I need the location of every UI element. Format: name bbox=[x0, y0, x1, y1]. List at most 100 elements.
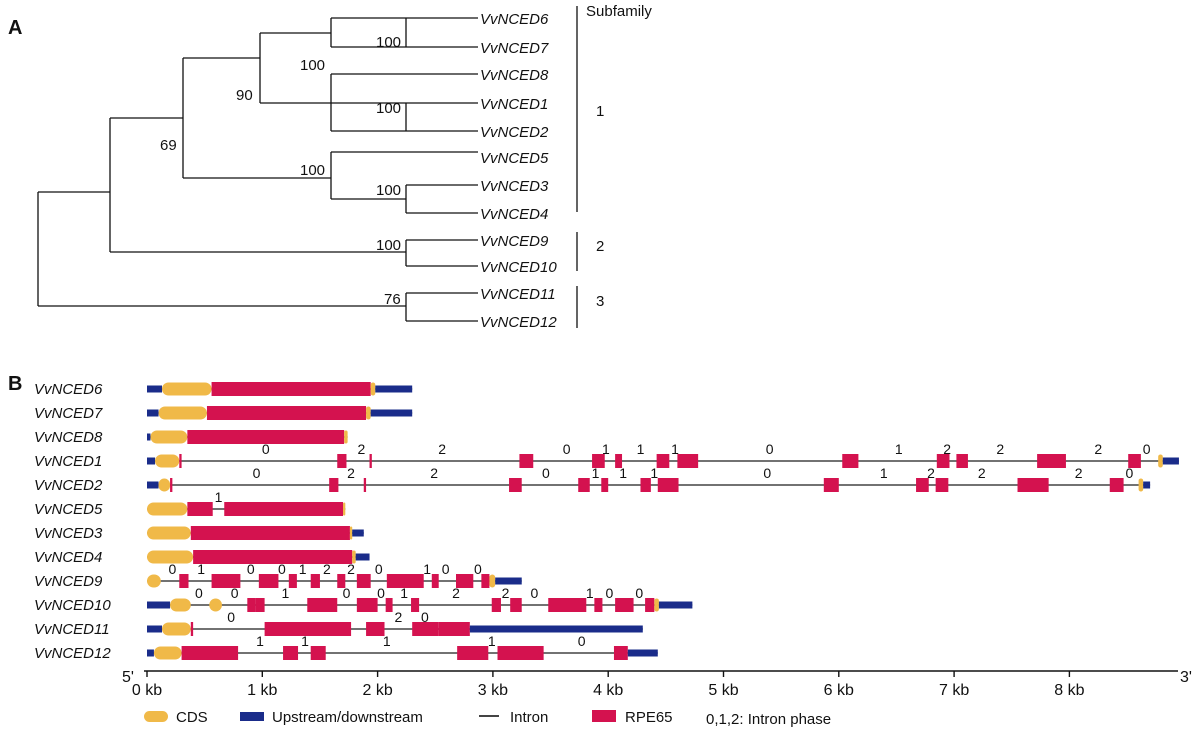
bootstrap-value: 76 bbox=[384, 291, 401, 308]
intron-phase-label: 0 bbox=[442, 561, 450, 577]
intron-phase-label: 2 bbox=[1075, 465, 1083, 481]
intron-phase-label: 0 bbox=[766, 441, 774, 457]
utr-segment bbox=[469, 625, 643, 633]
taxon-label: VvNCED6 bbox=[480, 11, 549, 28]
rpe65-segment bbox=[170, 478, 173, 492]
intron-phase-label: 0 bbox=[1143, 441, 1151, 457]
bootstrap-value: 100 bbox=[376, 182, 401, 199]
gene-track: 0 2 0 bbox=[147, 609, 643, 636]
intron-phase-label: 0 bbox=[474, 561, 482, 577]
cds-segment bbox=[349, 526, 353, 540]
intron-phase-label: 2 bbox=[996, 441, 1004, 457]
tree-branch bbox=[182, 57, 331, 179]
panel-b-letter: B bbox=[8, 373, 22, 395]
axis-tick-label: 3 kb bbox=[478, 682, 508, 699]
rpe65-segment bbox=[592, 454, 605, 468]
intron-phase-label: 1 bbox=[281, 585, 289, 601]
cds-segment bbox=[147, 574, 161, 588]
utr-segment bbox=[658, 601, 693, 609]
utr-segment bbox=[495, 577, 522, 585]
intron-phase-label: 1 bbox=[650, 465, 658, 481]
intron-phase-label: 1 bbox=[602, 441, 610, 457]
rpe65-segment bbox=[337, 454, 347, 468]
gene-track bbox=[147, 382, 413, 396]
intron-phase-label: 0 bbox=[1125, 465, 1133, 481]
utr-segment bbox=[147, 385, 162, 393]
utr-segment bbox=[147, 457, 156, 465]
utr-segment bbox=[1143, 481, 1151, 489]
gene-label: VvNCED4 bbox=[34, 549, 102, 566]
gene-structure-tracks: 0 2 2 0 1 1 1 0 1 2 2 2 00 2 2 0 1 1 1 0 1 2 2 2 010 1 0 0 1 2 2 0 1 0 00 0… bbox=[147, 382, 1179, 660]
subfamily-brackets: 1 2 3 bbox=[576, 6, 604, 328]
intron-phase-label: 1 bbox=[619, 465, 627, 481]
utr-segment bbox=[147, 433, 151, 441]
intron-phase-label: 1 bbox=[301, 633, 309, 649]
bootstrap-value: 100 bbox=[300, 162, 325, 179]
rpe65-segment bbox=[936, 454, 950, 468]
intron-phase-label: 2 bbox=[502, 585, 510, 601]
taxon-label: VvNCED12 bbox=[480, 314, 557, 331]
intron-phase-label: 2 bbox=[438, 441, 446, 457]
intron-phase-label: 1 bbox=[880, 465, 888, 481]
intron-phase-label: 2 bbox=[452, 585, 460, 601]
rpe65-segment bbox=[656, 454, 670, 468]
intron-phase-label: 0 bbox=[377, 585, 385, 601]
rpe65-segment bbox=[283, 646, 299, 660]
utr-segment bbox=[147, 409, 159, 417]
gene-label: VvNCED5 bbox=[34, 501, 103, 518]
gene-track bbox=[147, 526, 364, 540]
subfamily-header: Subfamily bbox=[586, 3, 652, 20]
utr-segment bbox=[627, 649, 658, 657]
rpe65-segment bbox=[264, 622, 352, 636]
kb-axis: 5' 3' 0 kb 1 kb 2 kb 3 kb 4 kb 5 kb 6 kb 7 kb 8 … bbox=[122, 669, 1192, 699]
intron-phase-label: 0 bbox=[168, 561, 176, 577]
rpe65-segment bbox=[307, 598, 338, 612]
rpe65-segment bbox=[179, 574, 189, 588]
rpe65-segment bbox=[329, 478, 339, 492]
cds-segment bbox=[1138, 478, 1144, 492]
intron-phase-label: 0 bbox=[227, 609, 235, 625]
intron-phase-label: 2 bbox=[347, 465, 355, 481]
axis-tick-label: 1 kb bbox=[247, 682, 277, 699]
rpe65-segment bbox=[657, 478, 679, 492]
rpe65-segment bbox=[615, 454, 623, 468]
rpe65-segment bbox=[385, 598, 393, 612]
intron-phase-label: 2 bbox=[323, 561, 331, 577]
cds-segment bbox=[344, 430, 348, 444]
cds-segment bbox=[155, 454, 180, 468]
rpe65-segment bbox=[956, 454, 968, 468]
utr-segment bbox=[147, 625, 162, 633]
panel-a-letter: A bbox=[8, 17, 22, 39]
rpe65-segment bbox=[640, 478, 651, 492]
tree-branch bbox=[405, 184, 478, 214]
intron-phase-label: 0 bbox=[542, 465, 550, 481]
intron-phase-label: 0 bbox=[278, 561, 286, 577]
cds-segment bbox=[654, 598, 659, 612]
rpe65-segment bbox=[601, 478, 609, 492]
intron-phase-label: 0 bbox=[421, 609, 429, 625]
rpe65-segment bbox=[337, 574, 346, 588]
legend-utr-swatch bbox=[240, 712, 264, 721]
utr-segment bbox=[147, 481, 159, 489]
rpe65-segment bbox=[411, 598, 420, 612]
tree-branch bbox=[37, 191, 406, 307]
gene-track: 0 2 2 0 1 1 1 0 1 2 2 2 0 bbox=[147, 465, 1151, 492]
cds-segment bbox=[343, 502, 346, 516]
legend-rpe65-swatch bbox=[592, 710, 616, 722]
gene-label: VvNCED2 bbox=[34, 477, 103, 494]
intron-phase-label: 0 bbox=[262, 441, 270, 457]
rpe65-segment bbox=[497, 646, 544, 660]
rpe65-segment bbox=[310, 574, 320, 588]
intron-phase-label: 0 bbox=[375, 561, 383, 577]
cds-segment bbox=[1158, 454, 1163, 468]
rpe65-segment bbox=[456, 574, 474, 588]
cds-segment bbox=[147, 550, 194, 564]
cds-segment bbox=[150, 430, 188, 444]
utr-segment bbox=[375, 385, 413, 393]
gene-label: VvNCED8 bbox=[34, 429, 103, 446]
bootstrap-value: 100 bbox=[376, 237, 401, 254]
rpe65-segment bbox=[181, 646, 239, 660]
intron-phase-label: 1 bbox=[197, 561, 205, 577]
rpe65-segment bbox=[363, 478, 367, 492]
